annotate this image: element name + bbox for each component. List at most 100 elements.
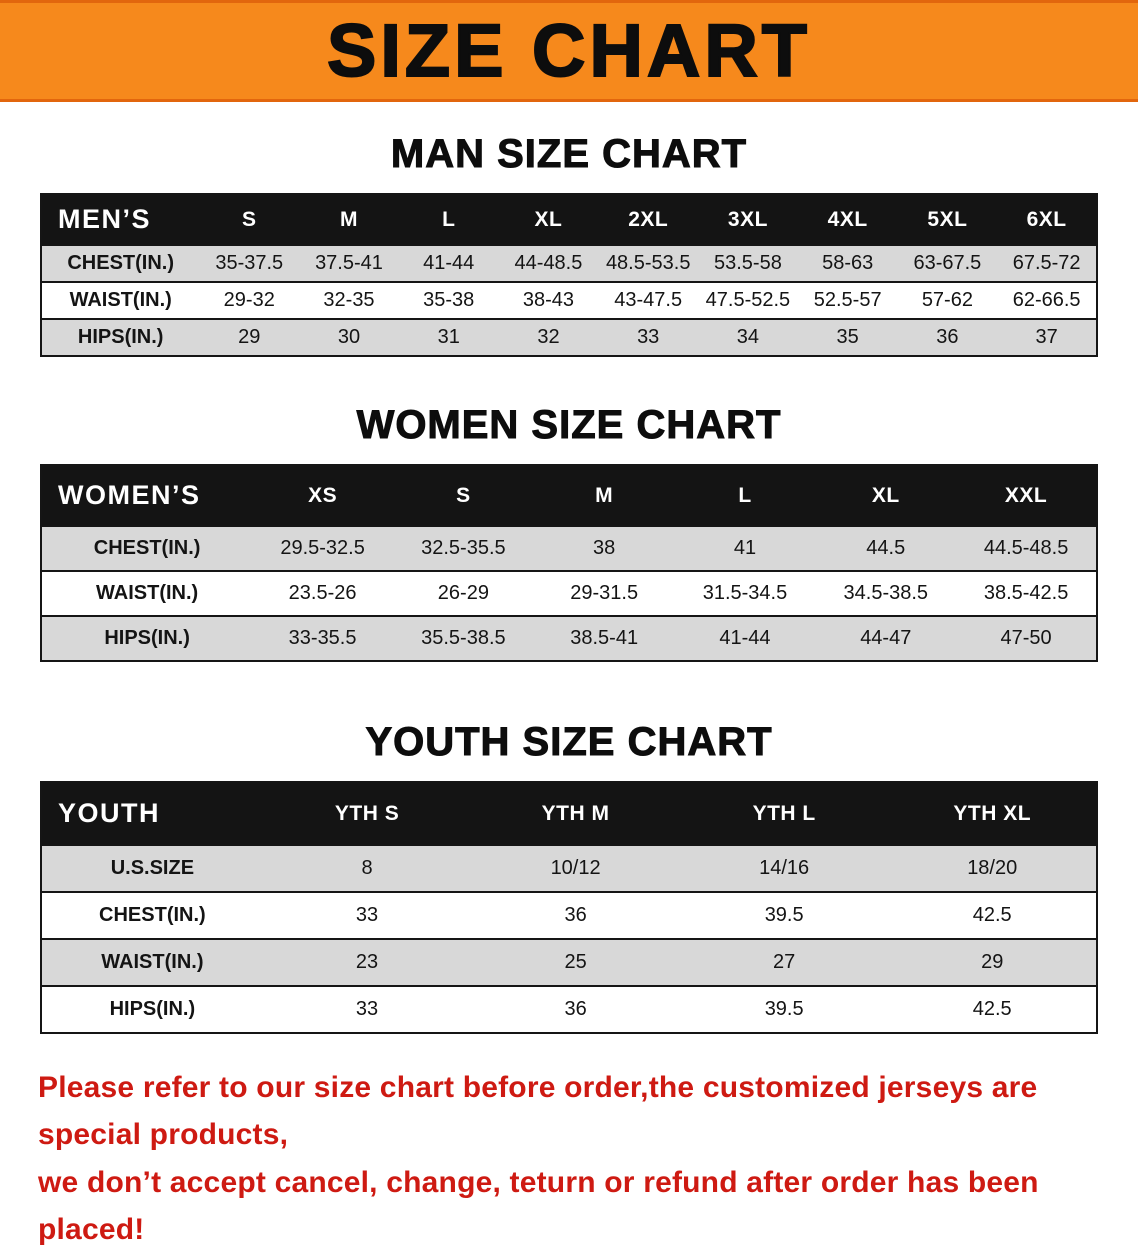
size-value-cell: 53.5-58 bbox=[698, 244, 798, 283]
size-column-header: M bbox=[533, 464, 675, 527]
table-corner-label: WOMEN’S bbox=[41, 464, 253, 527]
size-value-cell: 34.5-38.5 bbox=[815, 570, 957, 617]
size-value-cell: 67.5-72 bbox=[997, 244, 1097, 283]
size-column-header: L bbox=[398, 193, 499, 246]
size-value-cell: 36 bbox=[471, 985, 680, 1034]
size-column-header: YTH S bbox=[262, 781, 472, 846]
youth-section: YOUTH SIZE CHART YOUTH YTH S YTH M YTH L YTH… bbox=[0, 720, 1138, 1034]
size-value-cell: 32.5-35.5 bbox=[392, 525, 534, 572]
size-value-cell: 29 bbox=[199, 318, 300, 357]
row-label: CHEST(IN.) bbox=[41, 244, 200, 283]
size-value-cell: 29-32 bbox=[199, 281, 300, 320]
size-column-header: 3XL bbox=[698, 193, 798, 246]
size-value-cell: 34 bbox=[698, 318, 798, 357]
size-column-header: XL bbox=[498, 193, 599, 246]
table-header-row: WOMEN’S XS S M L XL XXL bbox=[41, 464, 1097, 527]
table-row: HIPS(IN.) 33 36 39.5 42.5 bbox=[41, 985, 1097, 1034]
size-column-header: YTH XL bbox=[888, 781, 1097, 846]
size-value-cell: 38 bbox=[533, 525, 675, 572]
size-value-cell: 33-35.5 bbox=[252, 615, 393, 662]
table-corner-label: MEN’S bbox=[41, 193, 200, 246]
size-value-cell: 37 bbox=[997, 318, 1097, 357]
size-value-cell: 62-66.5 bbox=[997, 281, 1097, 320]
row-label: WAIST(IN.) bbox=[41, 281, 200, 320]
size-value-cell: 63-67.5 bbox=[897, 244, 998, 283]
table-row: HIPS(IN.) 29 30 31 32 33 34 35 36 37 bbox=[41, 318, 1097, 357]
size-column-header: YTH M bbox=[471, 781, 680, 846]
size-value-cell: 23 bbox=[262, 938, 472, 987]
size-column-header: L bbox=[674, 464, 816, 527]
men-section: MAN SIZE CHART MEN’S S M L XL 2XL 3XL 4XL 5XL 6XL… bbox=[0, 132, 1138, 357]
disclaimer-line-1: Please refer to our size chart before or… bbox=[38, 1071, 1038, 1152]
size-value-cell: 41 bbox=[674, 525, 816, 572]
size-value-cell: 27 bbox=[679, 938, 889, 987]
size-value-cell: 58-63 bbox=[797, 244, 898, 283]
size-value-cell: 32-35 bbox=[299, 281, 399, 320]
size-value-cell: 44-48.5 bbox=[498, 244, 599, 283]
size-value-cell: 44-47 bbox=[815, 615, 957, 662]
size-column-header: XL bbox=[815, 464, 957, 527]
row-label: WAIST(IN.) bbox=[41, 570, 253, 617]
size-value-cell: 48.5-53.5 bbox=[598, 244, 699, 283]
size-value-cell: 47.5-52.5 bbox=[698, 281, 798, 320]
size-value-cell: 32 bbox=[498, 318, 599, 357]
size-value-cell: 33 bbox=[262, 985, 472, 1034]
size-value-cell: 18/20 bbox=[888, 844, 1097, 893]
size-value-cell: 57-62 bbox=[897, 281, 998, 320]
youth-heading: YOUTH SIZE CHART bbox=[365, 720, 773, 765]
women-size-table: WOMEN’S XS S M L XL XXL CHEST(IN.) 29.5-32.5 32.5… bbox=[40, 464, 1098, 662]
size-value-cell: 29.5-32.5 bbox=[252, 525, 393, 572]
disclaimer: Please refer to our size chart before or… bbox=[38, 1064, 1110, 1254]
size-value-cell: 35-38 bbox=[398, 281, 499, 320]
banner: SIZE CHART bbox=[0, 0, 1138, 102]
table-row: WAIST(IN.) 23 25 27 29 bbox=[41, 938, 1097, 987]
table-row: WAIST(IN.) 29-32 32-35 35-38 38-43 43-47.5 47.… bbox=[41, 281, 1097, 320]
size-value-cell: 36 bbox=[471, 891, 680, 940]
size-value-cell: 52.5-57 bbox=[797, 281, 898, 320]
table-row: CHEST(IN.) 29.5-32.5 32.5-35.5 38 41 44.5 44.5… bbox=[41, 525, 1097, 572]
page-title: SIZE CHART bbox=[326, 9, 811, 92]
table-row: HIPS(IN.) 33-35.5 35.5-38.5 38.5-41 41-44 44-… bbox=[41, 615, 1097, 662]
size-value-cell: 29-31.5 bbox=[533, 570, 675, 617]
size-column-header: M bbox=[299, 193, 399, 246]
size-value-cell: 23.5-26 bbox=[252, 570, 393, 617]
size-value-cell: 44.5 bbox=[815, 525, 957, 572]
row-label: CHEST(IN.) bbox=[41, 891, 263, 940]
size-column-header: YTH L bbox=[679, 781, 889, 846]
disclaimer-line-2: we don’t accept cancel, change, teturn o… bbox=[38, 1165, 1039, 1247]
size-column-header: S bbox=[392, 464, 534, 527]
row-label: HIPS(IN.) bbox=[41, 985, 263, 1034]
size-column-header: 5XL bbox=[897, 193, 998, 246]
table-row: CHEST(IN.) 35-37.5 37.5-41 41-44 44-48.5 48.5… bbox=[41, 244, 1097, 283]
size-column-header: 2XL bbox=[598, 193, 699, 246]
size-value-cell: 30 bbox=[299, 318, 399, 357]
size-value-cell: 14/16 bbox=[679, 844, 889, 893]
row-label: U.S.SIZE bbox=[41, 844, 263, 893]
size-value-cell: 47-50 bbox=[956, 615, 1097, 662]
size-value-cell: 31.5-34.5 bbox=[674, 570, 816, 617]
table-header-row: MEN’S S M L XL 2XL 3XL 4XL 5XL 6XL bbox=[41, 193, 1097, 246]
size-value-cell: 39.5 bbox=[679, 985, 889, 1034]
size-value-cell: 42.5 bbox=[888, 985, 1097, 1034]
size-value-cell: 38.5-41 bbox=[533, 615, 675, 662]
row-label: CHEST(IN.) bbox=[41, 525, 253, 572]
size-value-cell: 38-43 bbox=[498, 281, 599, 320]
size-value-cell: 41-44 bbox=[674, 615, 816, 662]
table-row: CHEST(IN.) 33 36 39.5 42.5 bbox=[41, 891, 1097, 940]
size-column-header: 4XL bbox=[797, 193, 898, 246]
row-label: HIPS(IN.) bbox=[41, 318, 200, 357]
row-label: HIPS(IN.) bbox=[41, 615, 253, 662]
size-column-header: S bbox=[199, 193, 300, 246]
youth-size-table: YOUTH YTH S YTH M YTH L YTH XL U.S.SIZE 8 10/12… bbox=[40, 781, 1098, 1034]
size-value-cell: 37.5-41 bbox=[299, 244, 399, 283]
size-value-cell: 26-29 bbox=[392, 570, 534, 617]
size-column-header: XXL bbox=[956, 464, 1097, 527]
women-heading: WOMEN SIZE CHART bbox=[356, 403, 782, 448]
size-value-cell: 35-37.5 bbox=[199, 244, 300, 283]
size-value-cell: 36 bbox=[897, 318, 998, 357]
size-value-cell: 8 bbox=[262, 844, 472, 893]
size-value-cell: 29 bbox=[888, 938, 1097, 987]
size-value-cell: 33 bbox=[598, 318, 699, 357]
men-heading: MAN SIZE CHART bbox=[390, 132, 748, 177]
